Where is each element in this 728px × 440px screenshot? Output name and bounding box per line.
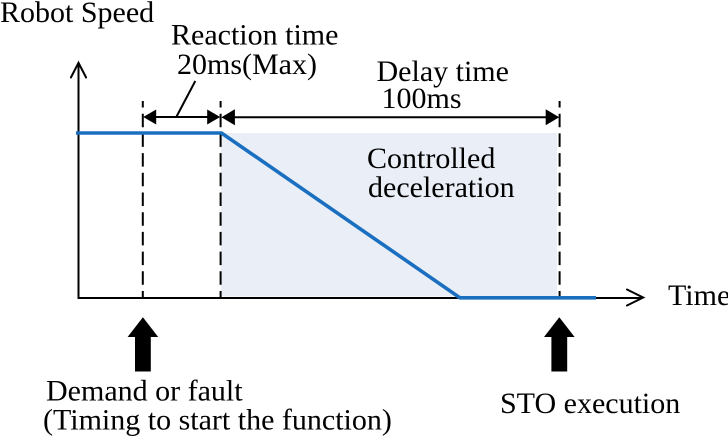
svg-text:deceleration: deceleration <box>368 171 515 204</box>
svg-text:STO execution: STO execution <box>500 387 680 420</box>
svg-text:(Timing to start the function): (Timing to start the function) <box>43 404 392 437</box>
svg-text:Controlled: Controlled <box>367 142 495 175</box>
svg-text:Robot Speed: Robot Speed <box>0 0 154 29</box>
svg-text:100ms: 100ms <box>382 82 462 115</box>
svg-text:Delay time: Delay time <box>377 55 509 88</box>
svg-text:Reaction time: Reaction time <box>171 19 338 52</box>
svg-text:Demand or fault: Demand or fault <box>46 375 243 408</box>
svg-text:20ms(Max): 20ms(Max) <box>177 48 317 81</box>
svg-text:Time: Time <box>668 279 728 312</box>
